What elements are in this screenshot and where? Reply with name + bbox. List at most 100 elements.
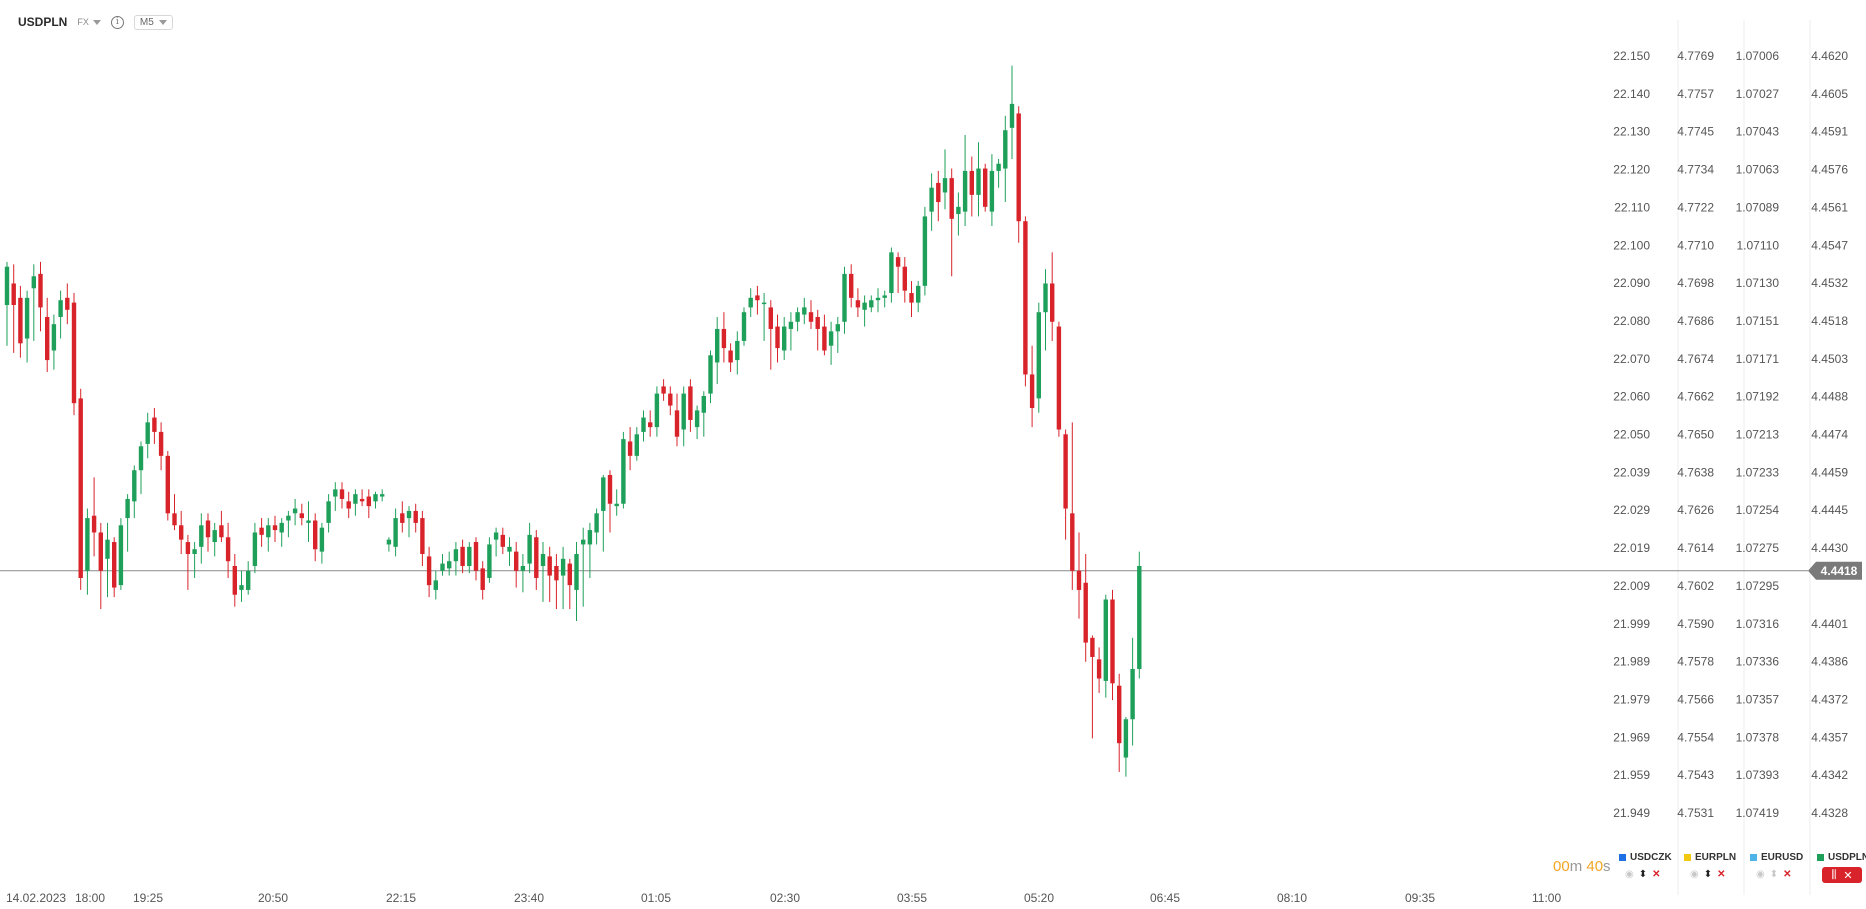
close-icon[interactable]: ✕ [1652,869,1661,880]
candle-body [185,542,191,555]
candle-body [179,525,184,540]
candle-body [292,508,298,514]
timeframe-label: M5 [139,16,154,28]
time-axis-label: 22:15 [386,891,416,905]
price-tick-label: 1.07295 [1736,579,1780,593]
candle-body [708,355,713,394]
candle-body [420,518,425,555]
candle-body [386,539,392,545]
sort-arrows-icon[interactable]: ⬍ [1769,869,1779,880]
price-tick-label: 1.07275 [1736,541,1780,555]
candle-body [962,170,968,212]
price-tick-label: 4.4620 [1811,49,1848,63]
candle-body [1110,599,1115,684]
price-tick-label: 4.4518 [1811,314,1848,328]
info-icon[interactable]: i [110,15,124,29]
candle-body [875,297,881,301]
price-tick-label: 4.7734 [1677,163,1714,177]
candle-body [627,441,633,456]
price-tick-label: 1.07378 [1736,730,1780,744]
chart-toolbar: USDPLN FX i M5 [0,0,1600,44]
price-tick-label: 4.7757 [1677,87,1714,101]
candle-body [433,580,438,590]
candle-body [132,470,137,502]
price-tick-label: 1.07254 [1736,503,1780,517]
price-tick-label: 4.4328 [1811,806,1848,820]
price-tick-label: 4.4372 [1811,692,1848,706]
price-tick-label: 4.7650 [1677,428,1714,442]
price-tick-label: 4.7745 [1677,125,1714,139]
usdpln-controls[interactable]: ⫼ ✕ [1822,867,1862,883]
candle-body [902,266,907,291]
price-tick-label: 21.949 [1613,806,1650,820]
candle-body [319,527,325,552]
eye-icon[interactable]: ◉ [1625,869,1634,880]
candle-body [1056,326,1062,430]
candle-body [225,537,231,562]
sort-arrows-icon[interactable]: ⬍ [1638,869,1648,880]
legend-usdczk[interactable]: USDCZK [1619,852,1672,863]
price-tick-label: 22.019 [1613,541,1650,555]
candles-icon[interactable]: ⫼ [1831,868,1837,881]
candle-body [527,534,532,564]
eye-icon[interactable]: ◉ [1756,869,1765,880]
candle-body [969,170,974,195]
candle-body [694,410,700,428]
price-tick-label: 1.07151 [1736,314,1780,328]
candle-body [701,395,706,413]
candle-body [1016,113,1021,222]
candle-body [621,439,626,504]
price-tick-label: 21.959 [1613,768,1650,782]
timer-minutes-unit: m [1569,858,1583,875]
candle-body [641,417,646,432]
close-icon[interactable]: ✕ [1717,869,1726,880]
price-tick-label: 4.7626 [1677,503,1714,517]
price-tick-label: 22.080 [1613,314,1650,328]
legend-label: USDCZK [1630,852,1672,863]
legend-swatch [1684,854,1691,861]
candle-body [895,257,901,267]
candle-body [145,422,150,444]
candle-body [949,178,954,219]
market-selector[interactable]: FX [77,17,101,27]
candle-body [400,513,405,523]
candle-body [4,266,10,306]
candle-body [581,539,586,545]
eye-icon[interactable]: ◉ [1690,869,1699,880]
close-icon[interactable]: ✕ [1783,869,1792,880]
sort-arrows-icon[interactable]: ⬍ [1703,869,1713,880]
candle-body [728,350,733,363]
candle-body [51,324,57,351]
candle-body [956,206,961,215]
symbol-name[interactable]: USDPLN [18,15,68,29]
legend-usdpln[interactable]: USDPLN [1817,852,1866,863]
price-tick-label: 1.07357 [1736,692,1780,706]
legend-eurpln[interactable]: EURPLN [1684,852,1736,863]
candle-body [165,455,170,514]
price-tick-label: 4.7614 [1677,541,1714,555]
candle-body [112,542,117,588]
candle-body [842,273,847,322]
candle-body [828,331,834,346]
timeframe-dropdown[interactable]: M5 [133,14,173,30]
candle-body [996,163,1001,171]
candle-body [232,565,237,595]
price-tick-label: 1.07393 [1736,768,1780,782]
price-tick-label: 4.7722 [1677,200,1714,214]
legend-controls-usdczk: ◉ ⬍ ✕ [1625,869,1661,880]
time-axis-label: 05:20 [1024,891,1054,905]
candle-body [1029,374,1035,408]
chevron-down-icon [92,19,101,25]
candle-body [560,558,566,576]
legend-controls-eurusd: ◉ ⬍ ✕ [1756,869,1792,880]
candle-body [520,565,526,571]
close-icon[interactable]: ✕ [1843,869,1853,882]
legend-swatch [1750,854,1757,861]
candle-body [775,326,780,349]
candle-body [1083,582,1088,643]
candle-body [869,300,874,308]
legend-eurusd[interactable]: EURUSD [1750,852,1803,863]
candle-body [353,494,358,504]
candle-body [882,295,887,298]
